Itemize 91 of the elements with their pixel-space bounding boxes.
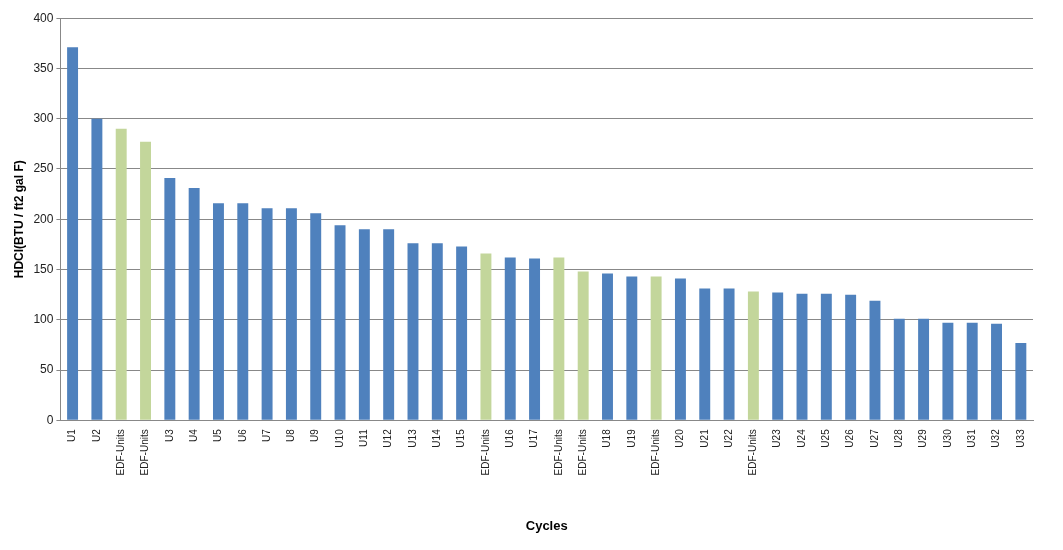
x-tick-label: U3: [163, 428, 175, 443]
x-tick-label: U12: [382, 428, 394, 448]
bar: [310, 213, 322, 420]
y-axis-title: HDCI(BTU / ft2 gal F): [11, 160, 26, 279]
bar: [772, 292, 784, 420]
x-tick-label: U6: [236, 428, 248, 443]
x-tick-label: EDF-Units: [747, 429, 759, 476]
bar: [285, 208, 297, 420]
y-tick-label: 100: [33, 312, 54, 327]
bar: [796, 293, 808, 420]
x-tick-label: U21: [698, 428, 710, 448]
x-tick-label: EDF-Units: [479, 429, 491, 476]
x-tick-label: U11: [358, 428, 370, 447]
x-tick-label: U23: [771, 428, 783, 448]
y-tick-label: 250: [33, 161, 54, 176]
bar: [237, 203, 249, 420]
x-tick-label: U18: [601, 428, 613, 448]
y-tick-label: 350: [33, 60, 54, 75]
bar: [115, 128, 127, 420]
bar: [504, 257, 516, 420]
y-tick-label: 200: [33, 211, 54, 226]
bar: [942, 322, 954, 420]
bar: [431, 243, 443, 420]
x-tick-label: EDF-Units: [552, 429, 564, 476]
x-tick-label: U33: [1014, 428, 1026, 448]
bar: [602, 273, 613, 420]
bar: [699, 288, 711, 420]
x-tick-label: U5: [212, 428, 224, 443]
bar: [918, 318, 930, 420]
x-tick-label: EDF-Units: [139, 429, 151, 476]
x-tick-label: U10: [333, 428, 345, 448]
x-tick-label: U20: [674, 428, 686, 448]
bar: [869, 300, 881, 420]
y-tick-label: 400: [33, 10, 54, 25]
x-tick-label: U31: [965, 428, 977, 448]
bar: [991, 323, 1002, 420]
x-tick-label: U28: [893, 428, 905, 448]
x-tick-label: U17: [528, 428, 540, 448]
bar: [456, 246, 468, 420]
bar: [553, 257, 565, 420]
x-tick-label: U4: [187, 428, 199, 443]
x-tick-label: U9: [309, 428, 321, 443]
x-tick-label: U7: [260, 428, 272, 443]
bar: [1015, 342, 1027, 420]
bar: [577, 271, 589, 420]
bar: [407, 243, 419, 420]
bar: [164, 178, 176, 420]
x-tick-label: U24: [795, 428, 807, 448]
x-tick-label: U8: [285, 428, 297, 443]
y-tick-label: 150: [33, 261, 54, 276]
x-tick-label: U15: [455, 428, 467, 448]
bar: [529, 258, 541, 420]
bar: [213, 203, 224, 420]
y-tick-label: 50: [40, 362, 54, 377]
bar: [723, 288, 735, 420]
y-tick-label: 300: [33, 111, 54, 126]
x-tick-label: EDF-Units: [576, 429, 588, 476]
bar: [674, 278, 686, 420]
bar: [140, 141, 151, 420]
x-tick-label: U2: [90, 428, 102, 443]
x-tick-label: U22: [722, 428, 734, 448]
bar: [67, 47, 79, 420]
x-tick-label: U13: [406, 428, 418, 448]
bar: [480, 253, 492, 420]
bar: [893, 318, 905, 420]
bar: [334, 225, 346, 420]
x-tick-label: U19: [625, 428, 637, 448]
x-tick-label: U29: [917, 428, 929, 448]
bar: [845, 294, 857, 420]
bar: [383, 229, 395, 420]
bar: [820, 293, 832, 420]
x-tick-label: U16: [503, 428, 515, 448]
bar: [91, 118, 103, 420]
bar: [650, 276, 662, 420]
x-tick-label: U25: [820, 428, 832, 448]
x-tick-label: U26: [844, 428, 856, 448]
x-axis-title: Cycles: [525, 517, 568, 533]
x-tick-label: EDF-Units: [114, 429, 126, 476]
bar: [626, 276, 638, 420]
bar: [261, 208, 273, 420]
bar: [966, 322, 978, 420]
x-tick-label: U32: [990, 428, 1002, 448]
y-tick-label: 0: [46, 412, 54, 427]
bar: [747, 291, 759, 420]
x-tick-label: U30: [941, 428, 953, 448]
bar: [188, 188, 200, 420]
bar: [358, 229, 370, 420]
x-tick-label: EDF-Units: [649, 429, 661, 476]
x-tick-label: U14: [431, 428, 443, 448]
x-tick-label: U1: [66, 428, 78, 443]
x-tick-label: U27: [868, 428, 880, 448]
